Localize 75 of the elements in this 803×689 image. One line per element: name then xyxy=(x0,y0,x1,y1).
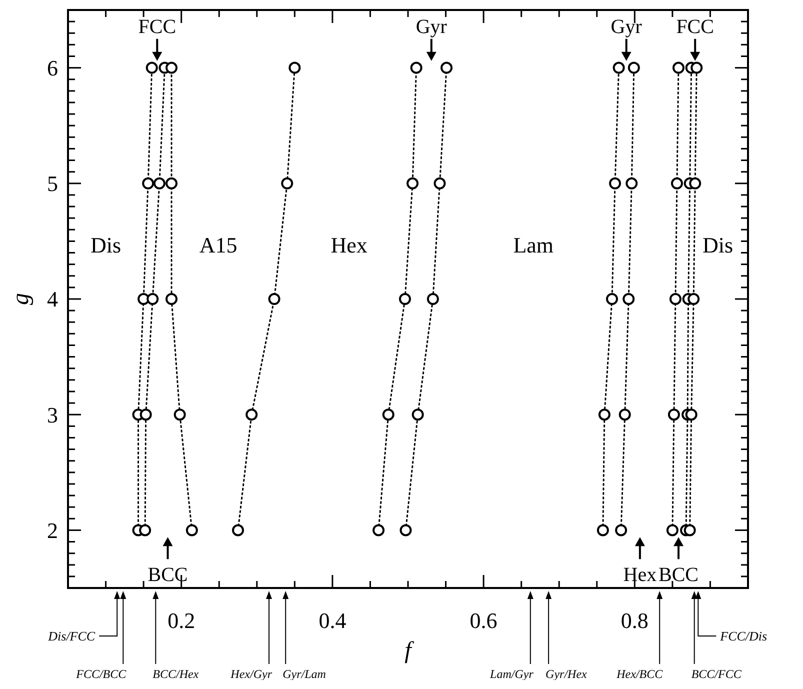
point xyxy=(166,293,178,305)
annotation: BCC xyxy=(148,564,188,586)
point xyxy=(232,524,244,536)
point xyxy=(666,524,678,536)
x-tick-label: 0.6 xyxy=(470,608,498,633)
point xyxy=(689,177,702,190)
point xyxy=(166,62,178,74)
point xyxy=(688,293,700,305)
annotation: Hex xyxy=(330,232,368,258)
text: BCC/Hex xyxy=(152,667,200,681)
point xyxy=(412,408,424,421)
annotation: FCC xyxy=(676,16,714,38)
point xyxy=(622,293,635,305)
point xyxy=(434,177,446,190)
point xyxy=(628,62,640,74)
point xyxy=(598,408,610,421)
point xyxy=(690,62,703,74)
point xyxy=(670,177,683,190)
y-tick-label: 2 xyxy=(47,518,58,543)
point xyxy=(246,408,258,421)
text: FCC/Dis xyxy=(719,628,768,644)
point xyxy=(174,408,186,421)
text: Dis/FCC xyxy=(47,628,96,644)
point xyxy=(153,177,166,190)
point xyxy=(684,524,696,536)
point xyxy=(596,524,609,536)
y-tick-label: 3 xyxy=(47,402,58,428)
x-tick-label: 0.4 xyxy=(318,608,346,633)
point xyxy=(609,177,622,190)
y-tick-label: 6 xyxy=(47,56,58,80)
y-tick-label: 4 xyxy=(47,286,58,312)
point xyxy=(382,408,394,421)
point xyxy=(406,177,419,190)
annotation: FCC xyxy=(138,16,176,38)
point xyxy=(410,62,422,74)
text: Hex/BCC xyxy=(616,667,664,681)
point xyxy=(186,524,198,536)
point xyxy=(668,408,680,421)
x-tick-label: 0.2 xyxy=(168,608,196,633)
point xyxy=(672,62,684,74)
point xyxy=(139,524,152,536)
y-tick-label: 5 xyxy=(47,171,58,196)
x-axis-title: f xyxy=(404,638,415,664)
point xyxy=(268,293,280,305)
point xyxy=(426,293,439,305)
point xyxy=(618,408,631,421)
point xyxy=(685,408,698,421)
point xyxy=(606,293,618,305)
annotation: Dis xyxy=(702,232,734,258)
point xyxy=(146,293,159,305)
point xyxy=(440,62,453,74)
annotation: Hex xyxy=(623,564,657,586)
point xyxy=(146,62,158,74)
point xyxy=(612,62,625,74)
text: BCC/FCC xyxy=(691,667,742,681)
point xyxy=(140,408,152,421)
point xyxy=(400,524,412,536)
point xyxy=(615,524,628,536)
point xyxy=(281,177,294,190)
annotation: A15 xyxy=(199,232,238,258)
point xyxy=(669,293,682,305)
point xyxy=(166,177,178,190)
point xyxy=(142,177,154,190)
x-tick-label: 0.8 xyxy=(620,608,648,633)
point xyxy=(372,524,385,536)
point xyxy=(398,293,411,305)
annotation: Dis xyxy=(90,232,122,258)
annotation: Gyr xyxy=(610,16,642,38)
annotation: Gyr xyxy=(416,16,448,38)
text: FCC/BCC xyxy=(75,667,128,681)
annotation: BCC xyxy=(658,564,699,586)
annotation: Lam xyxy=(513,232,554,258)
point xyxy=(288,62,301,74)
y-axis-title: g xyxy=(8,293,34,305)
point xyxy=(626,177,638,190)
